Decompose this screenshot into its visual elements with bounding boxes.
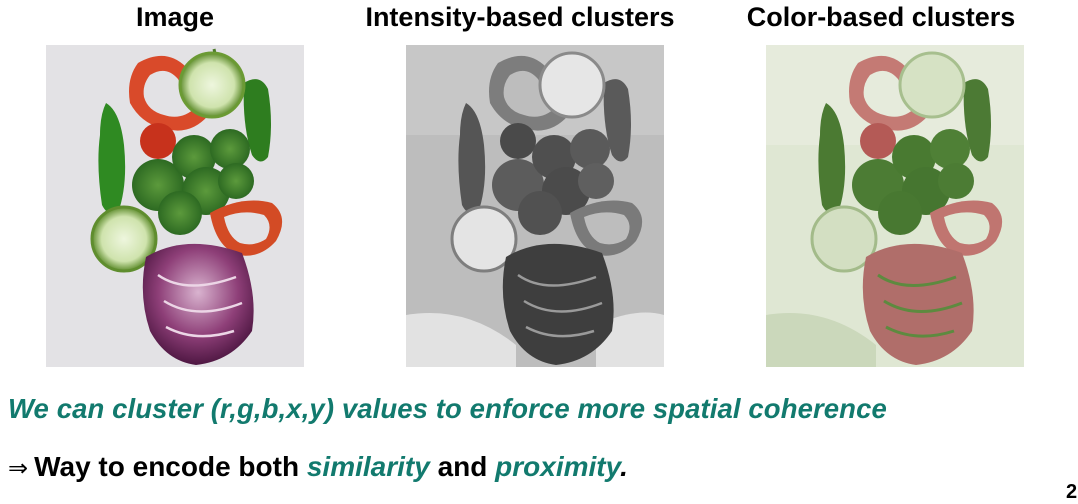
panel-title-color-clusters: Color-based clusters: [746, 2, 1016, 32]
bullet-point: ⇒ Way to encode both similarity and proxi…: [8, 451, 628, 483]
term-proximity: proximity: [495, 451, 621, 482]
page-number: 2: [1066, 481, 1078, 503]
term-similarity: similarity: [306, 451, 430, 482]
bullet-lead-text: Way to encode both: [34, 451, 307, 482]
slide-caption: We can cluster (r,g,b,x,y) values to enf…: [8, 393, 887, 424]
vegetables-photo: [46, 45, 304, 367]
color-clusters-illustration: [766, 45, 1024, 367]
panel-title-image: Image: [135, 2, 215, 32]
implies-arrow-icon: ⇒: [8, 454, 29, 482]
bullet-middle-text: and: [429, 451, 496, 482]
intensity-clusters-illustration: [406, 45, 664, 367]
panel-title-intensity-clusters: Intensity-based clusters: [365, 2, 675, 32]
intensity-clusters-image: [406, 45, 664, 367]
color-clusters-image: [766, 45, 1024, 367]
bullet-end-punctuation: .: [620, 451, 628, 482]
vegetables-illustration: [46, 45, 304, 367]
